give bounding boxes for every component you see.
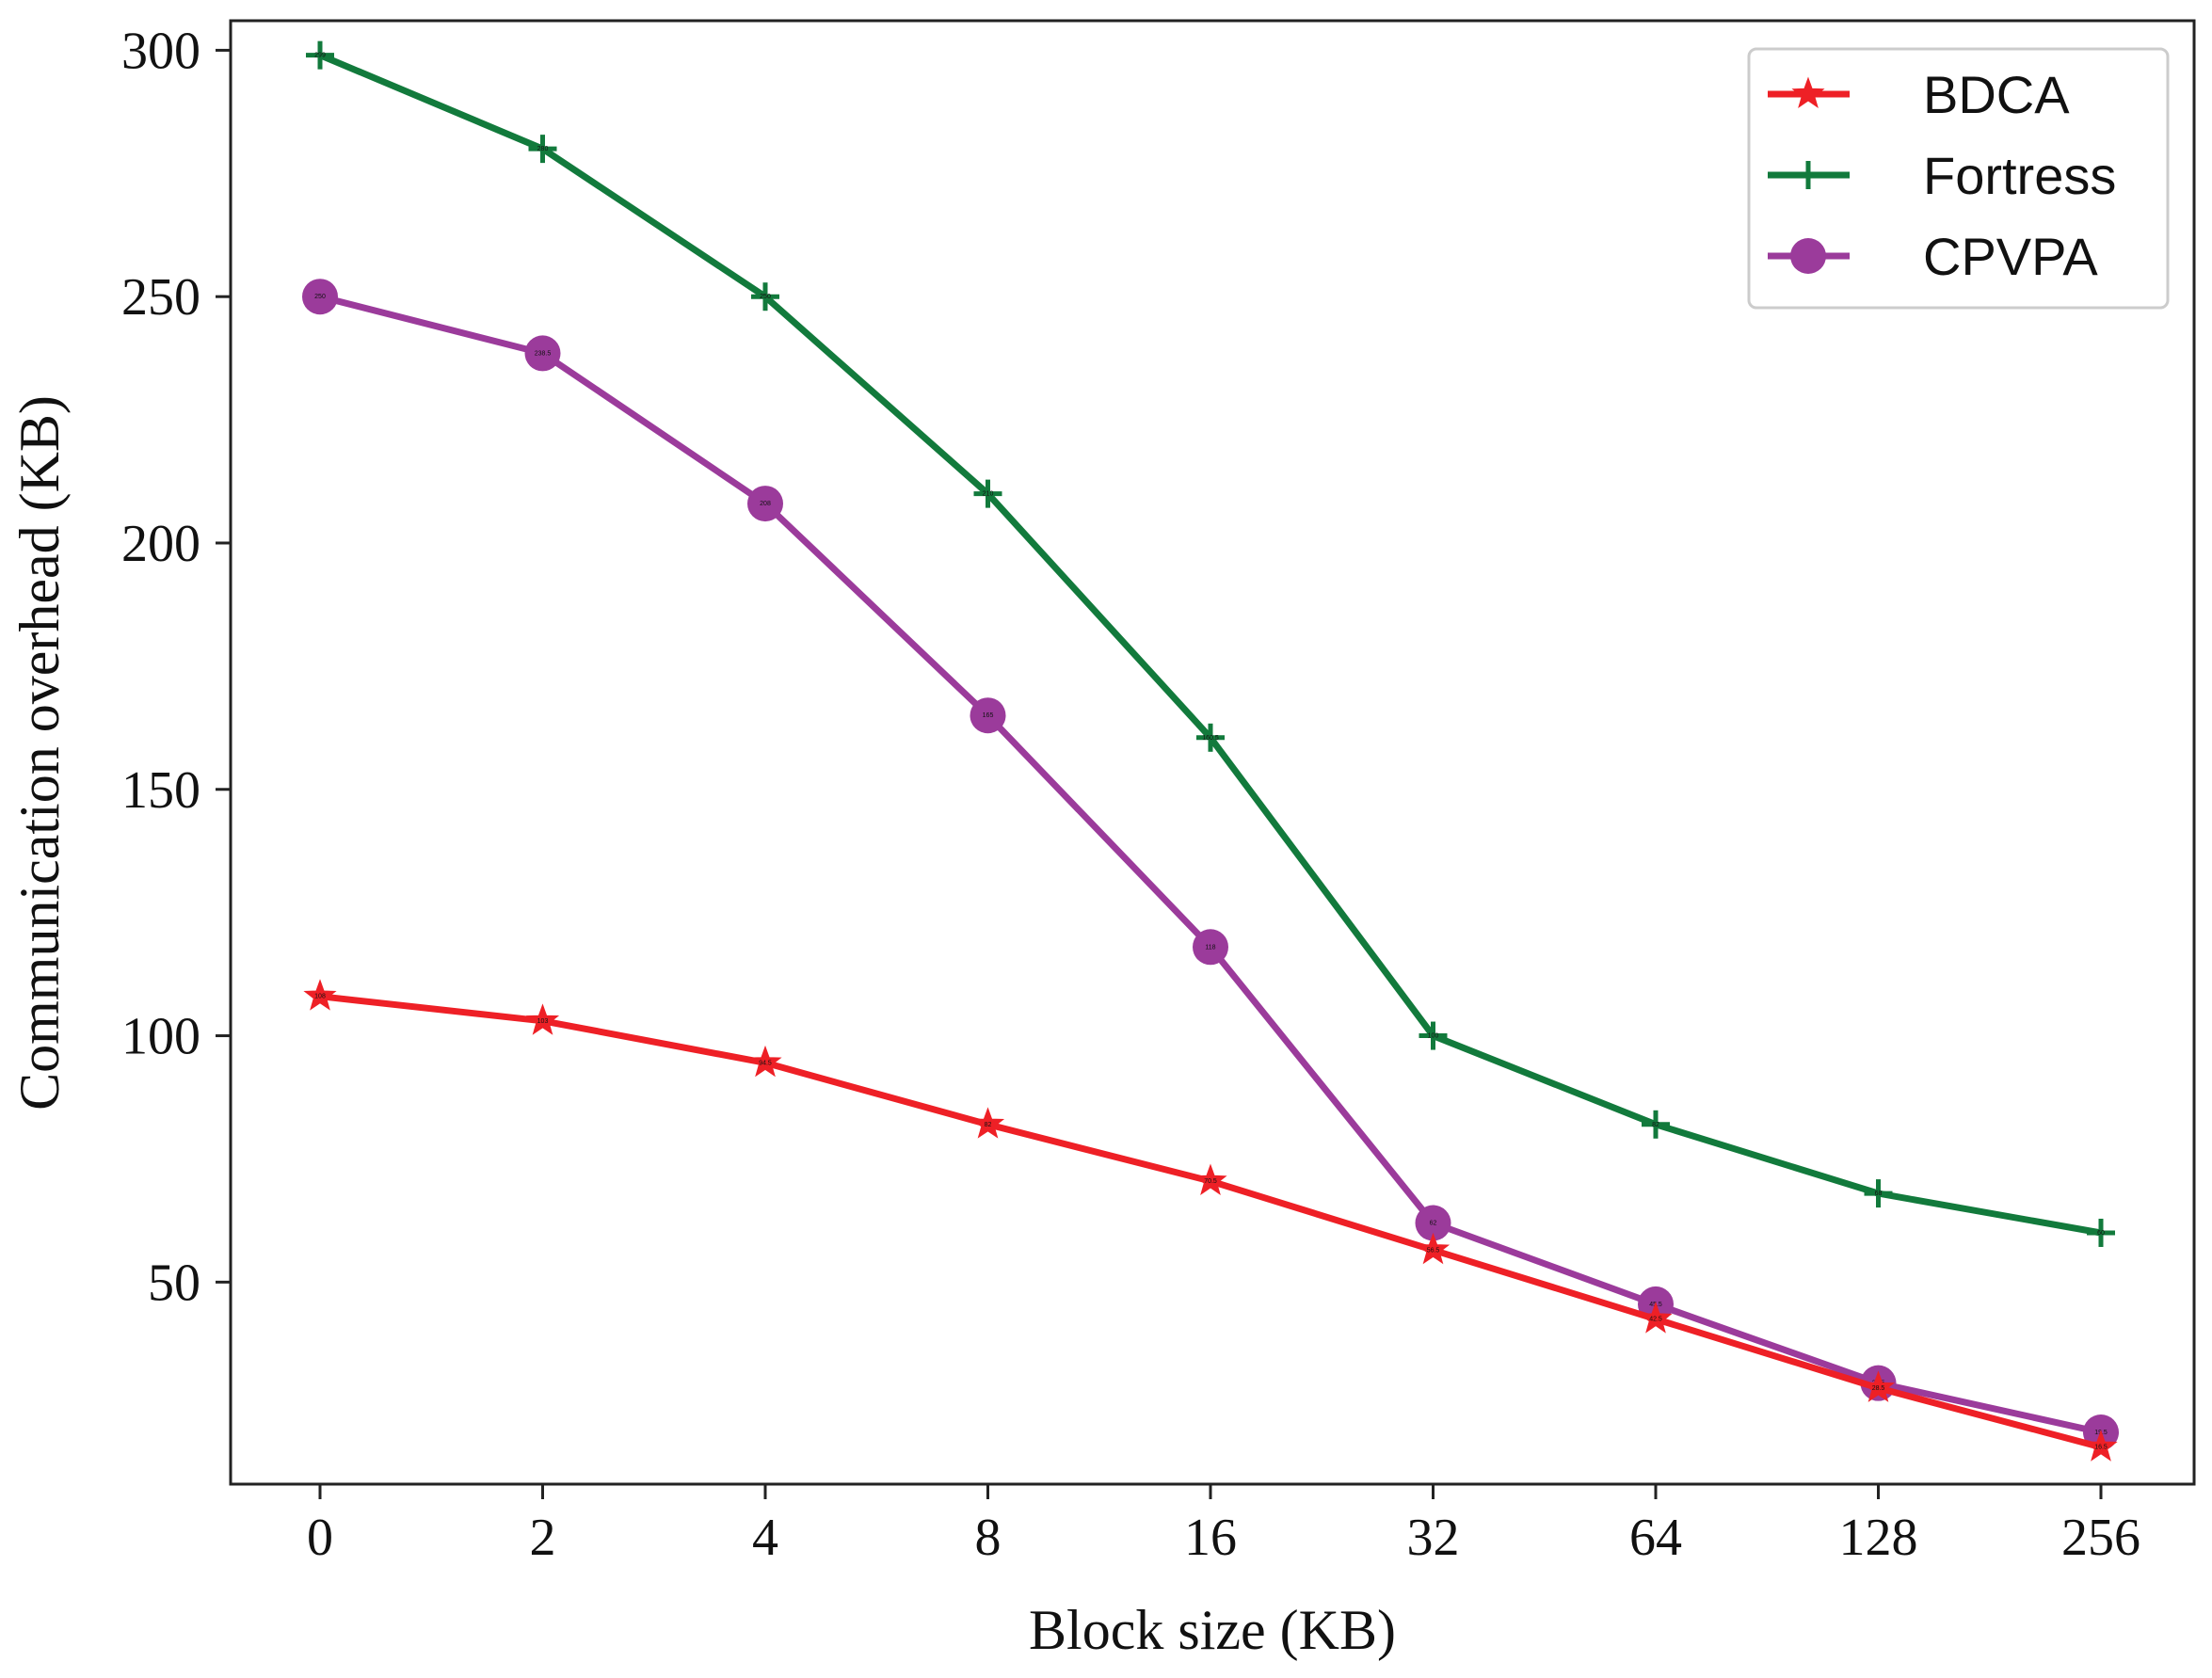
data-label-bdca: 94.5 (759, 1060, 772, 1066)
data-label-bdca: 56.5 (1427, 1247, 1440, 1254)
data-point-bdca (525, 1003, 560, 1035)
x-axis-ticks: 0 2 4 8 16 32 64 128 256 (307, 1484, 2140, 1567)
data-point-bdca (748, 1045, 782, 1078)
y-tick-label: 100 (121, 1008, 200, 1066)
x-tick-label: 256 (2061, 1509, 2140, 1567)
data-point-fortress (528, 135, 557, 164)
data-point-fortress (1642, 1110, 1670, 1139)
data-point-fortress (2087, 1218, 2115, 1247)
x-tick-label: 32 (1407, 1509, 1460, 1567)
data-label-cpvpa: 165 (983, 712, 994, 719)
series-fortress: 299 280 250 210 160.5 100 82 68 60 (306, 40, 2115, 1247)
x-tick-label: 64 (1629, 1509, 1682, 1567)
data-label-fortress: 280 (537, 146, 549, 152)
data-label-fortress: 60 (2097, 1230, 2105, 1237)
legend-entry-fortress: Fortress (1768, 146, 2116, 205)
data-point-fortress (1196, 723, 1225, 752)
data-label-cpvpa: 238.5 (535, 350, 552, 357)
x-tick-label: 128 (1839, 1509, 1918, 1567)
series-layer: 250238.52081651186245.529.519.5299280250… (302, 40, 2119, 1462)
x-tick-label: 4 (752, 1509, 778, 1567)
legend-box (1747, 47, 2170, 310)
legend-marker-cpvpa (1790, 238, 1826, 274)
plot-frame (229, 19, 2196, 1486)
y-axis-ticks: 50 100 150 200 250 300 (121, 22, 231, 1312)
data-point-fortress (306, 40, 334, 70)
y-tick-label: 50 (148, 1254, 200, 1312)
data-label-bdca: 42.5 (1649, 1317, 1662, 1323)
data-label-cpvpa: 118 (1205, 944, 1215, 951)
legend-entries: BDCA Fortress CPVPA (1768, 65, 2116, 286)
x-tick-label: 2 (530, 1509, 556, 1567)
data-point-bdca (1861, 1370, 1896, 1402)
data-label-bdca: 108 (314, 994, 326, 1000)
data-point-fortress (1419, 1021, 1448, 1050)
data-label-cpvpa: 250 (314, 294, 326, 300)
data-point-fortress (751, 282, 779, 312)
data-point-cpvpa (524, 335, 561, 372)
data-label-bdca: 70.5 (1204, 1178, 1217, 1185)
y-tick-label: 250 (121, 268, 200, 327)
data-label-bdca: 82 (985, 1122, 992, 1128)
data-point-bdca (970, 1107, 1005, 1139)
legend-label-cpvpa: CPVPA (1923, 227, 2098, 286)
data-label-bdca: 16.5 (2094, 1445, 2108, 1451)
data-point-bdca (1639, 1302, 1673, 1334)
data-label-fortress: 160.5 (1202, 735, 1219, 742)
x-axis-label: Block size (KB) (1029, 1599, 1396, 1661)
x-tick-label: 16 (1184, 1509, 1237, 1567)
data-point-cpvpa (970, 697, 1006, 734)
x-tick-label: 0 (307, 1509, 333, 1567)
legend-marker-bdca (1791, 76, 1825, 108)
legend-label-bdca: BDCA (1923, 65, 2070, 124)
legend-entry-bdca: BDCA (1768, 65, 2070, 124)
data-point-bdca (2084, 1430, 2118, 1462)
data-label-bdca: 103 (537, 1018, 549, 1025)
data-label-fortress: 250 (760, 294, 771, 300)
data-point-fortress (1864, 1179, 1893, 1208)
data-label-fortress: 68 (1875, 1191, 1883, 1197)
data-point-bdca (1194, 1163, 1227, 1195)
x-tick-label: 8 (975, 1509, 1002, 1567)
data-label-fortress: 100 (1428, 1033, 1439, 1040)
y-tick-label: 150 (121, 761, 200, 820)
data-point-cpvpa (1193, 929, 1228, 966)
y-tick-label: 300 (121, 22, 200, 80)
y-tick-label: 200 (121, 515, 200, 573)
data-point-cpvpa (747, 486, 783, 522)
data-label-cpvpa: 62 (1430, 1221, 1437, 1227)
series-bdca: 108 103 94.5 82 70.5 56.5 42.5 28.5 16.5 (303, 979, 2118, 1462)
legend: BDCA Fortress CPVPA (1747, 47, 2170, 310)
y-axis-label: Communication overhead (KB) (8, 395, 71, 1111)
data-label-cpvpa: 208 (760, 501, 771, 507)
data-point-cpvpa (302, 279, 338, 315)
data-label-fortress: 299 (314, 53, 326, 59)
legend-marker-fortress (1794, 161, 1822, 189)
data-point-bdca (1416, 1232, 1451, 1265)
data-point-fortress (973, 479, 1002, 508)
data-label-bdca: 28.5 (1872, 1385, 1885, 1392)
legend-entry-cpvpa: CPVPA (1768, 227, 2098, 286)
data-label-fortress: 82 (1652, 1122, 1659, 1128)
data-label-fortress: 210 (983, 491, 994, 498)
data-point-bdca (303, 979, 337, 1011)
legend-label-fortress: Fortress (1923, 146, 2116, 205)
data-point-cpvpa (1415, 1205, 1451, 1241)
